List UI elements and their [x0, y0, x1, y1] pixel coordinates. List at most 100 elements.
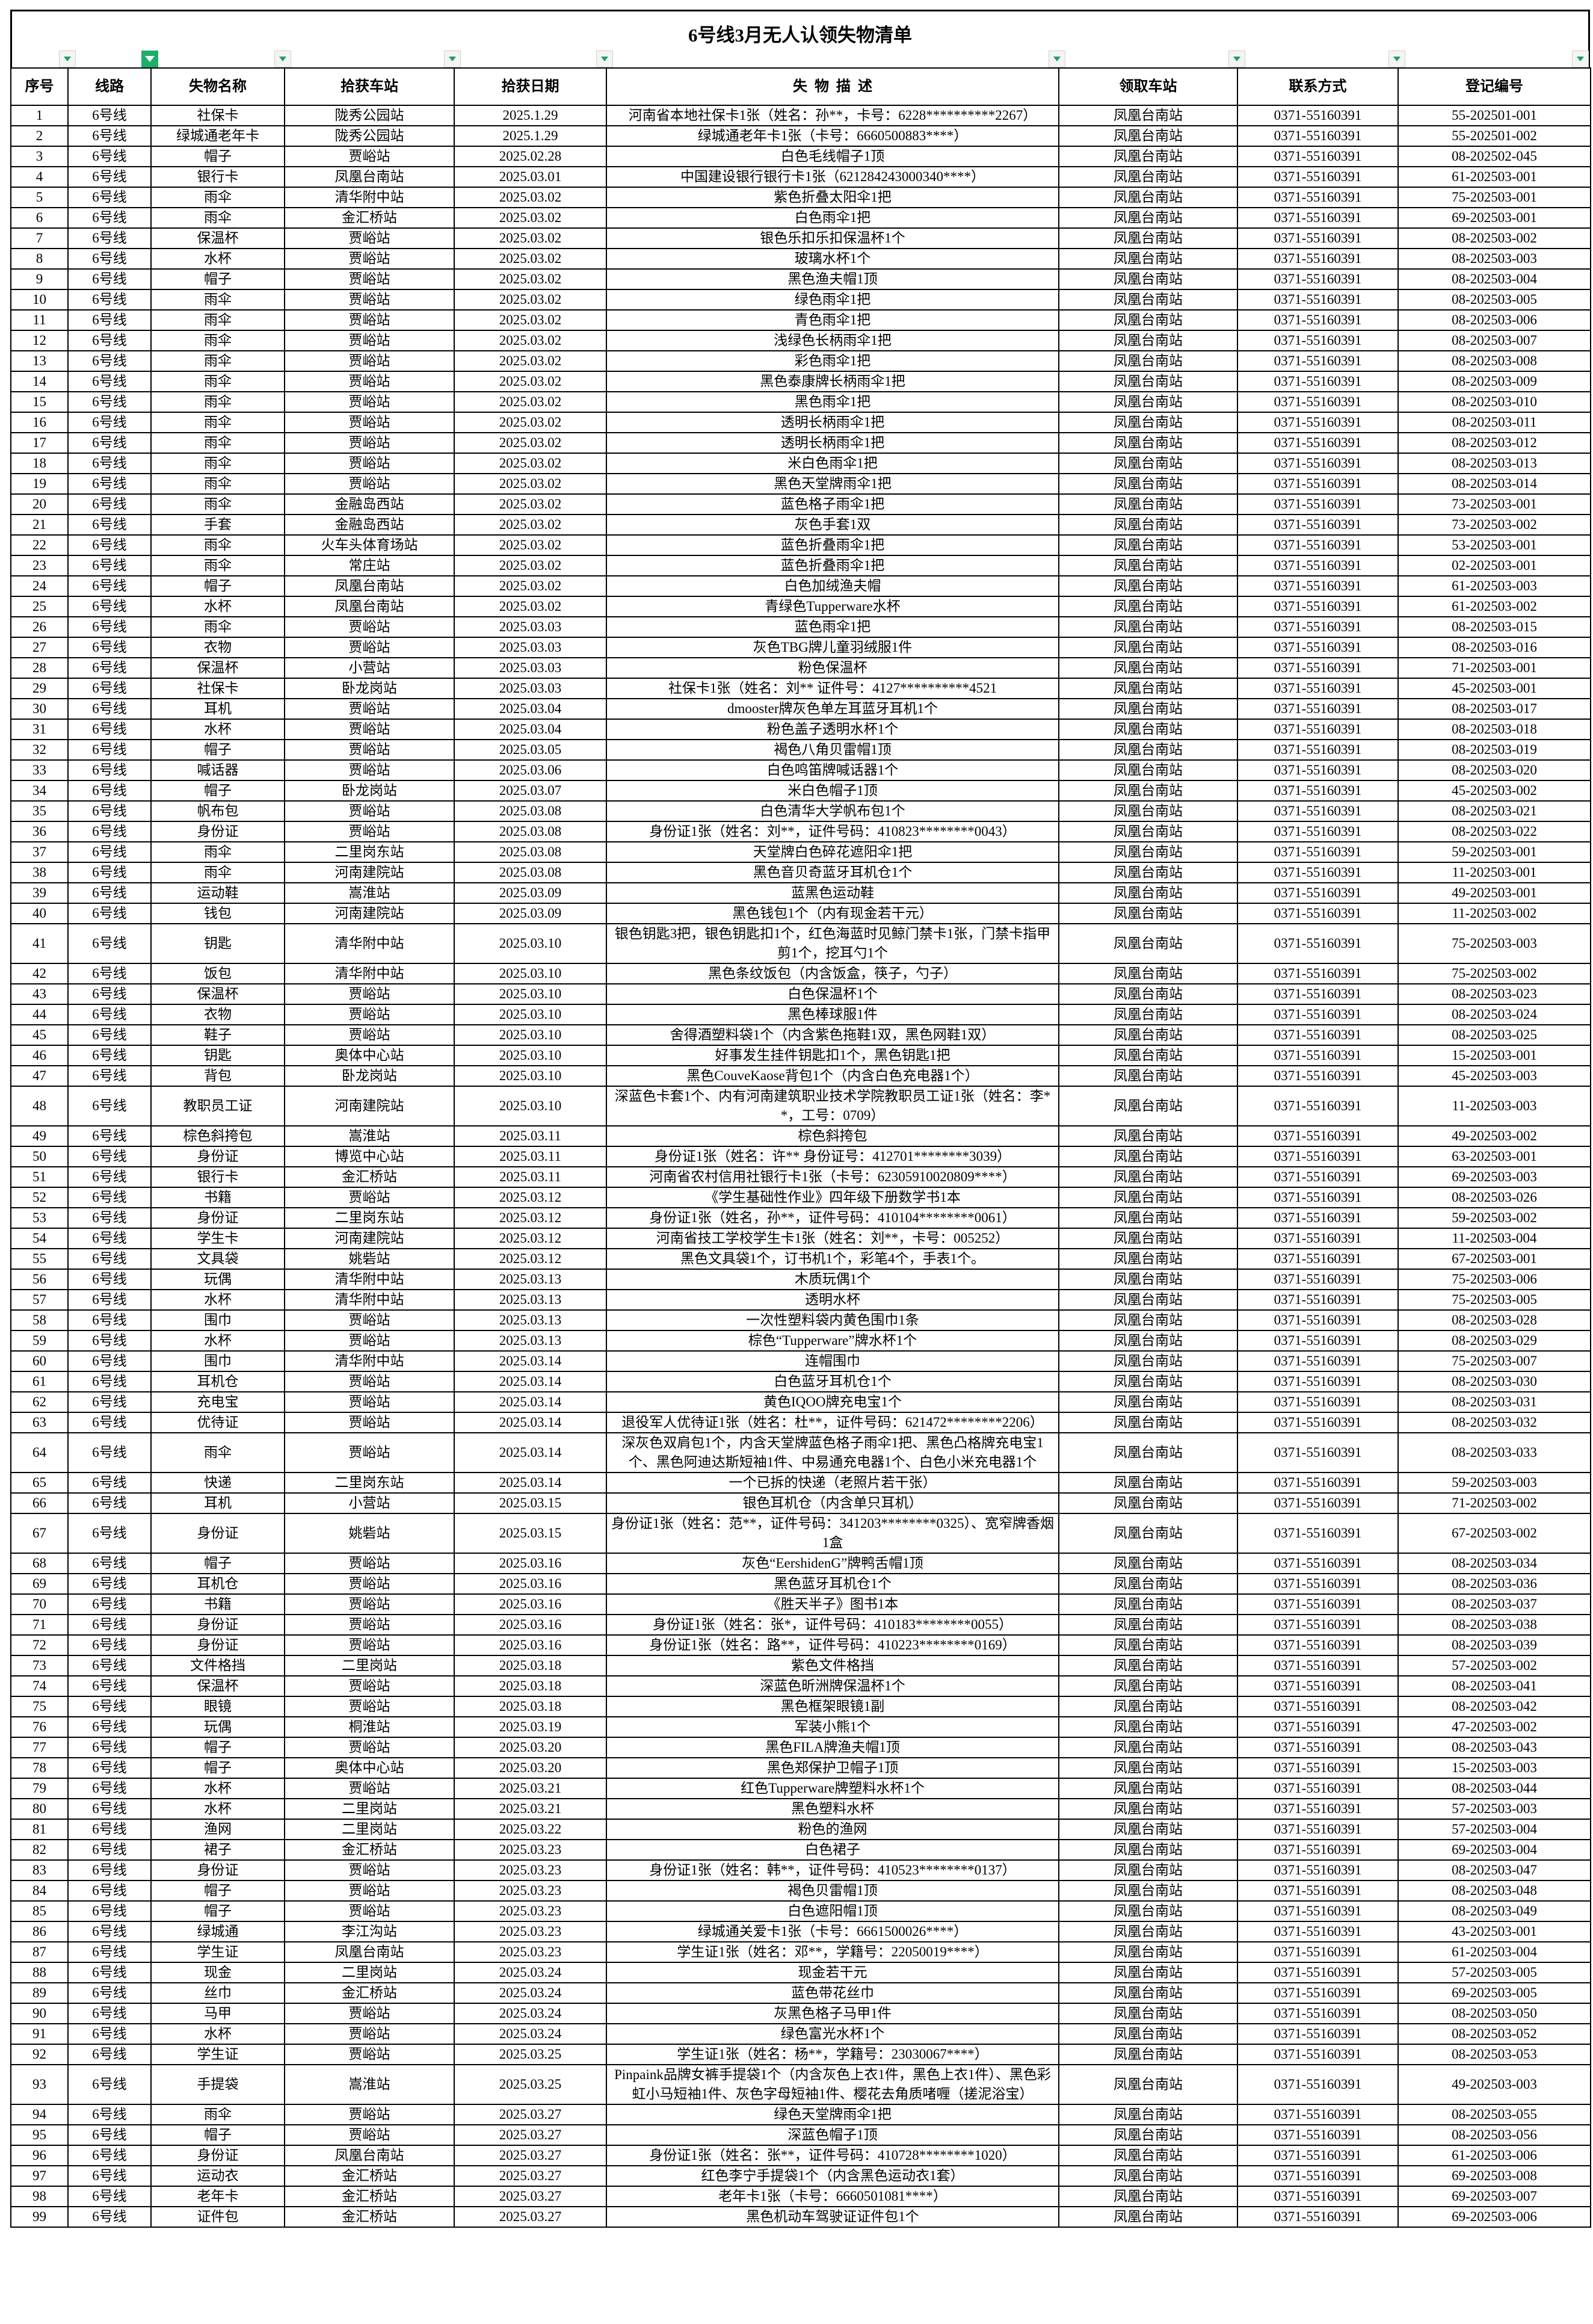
found-station-cell[interactable]: 贾峪站: [284, 268, 455, 290]
reg-code-cell[interactable]: 61-202503-003: [1397, 575, 1591, 597]
item-name-cell[interactable]: 雨伞: [150, 309, 285, 331]
description-cell[interactable]: 棕色“Tupperware”牌水杯1个: [606, 1330, 1059, 1352]
seq-cell[interactable]: 35: [10, 800, 69, 822]
found-date-cell[interactable]: 2025.03.23: [454, 1880, 607, 1902]
claim-station-cell[interactable]: 凤凰台南站: [1058, 983, 1238, 1005]
found-station-cell[interactable]: 贾峪站: [284, 616, 455, 638]
found-station-cell[interactable]: 贾峪站: [284, 1614, 455, 1636]
claim-station-cell[interactable]: 凤凰台南站: [1058, 719, 1238, 740]
reg-code-cell[interactable]: 55-202501-002: [1397, 125, 1591, 147]
item-name-cell[interactable]: 耳机: [150, 1492, 285, 1514]
item-name-cell[interactable]: 雨伞: [150, 841, 285, 863]
found-station-cell[interactable]: 贾峪站: [284, 1880, 455, 1902]
found-station-cell[interactable]: 贾峪站: [284, 1696, 455, 1717]
contact-cell[interactable]: 0371-55160391: [1237, 453, 1399, 474]
line-cell[interactable]: 6号线: [67, 2044, 152, 2065]
line-cell[interactable]: 6号线: [67, 2023, 152, 2045]
reg-code-cell[interactable]: 08-202503-011: [1397, 412, 1591, 433]
contact-cell[interactable]: 0371-55160391: [1237, 800, 1399, 822]
contact-cell[interactable]: 0371-55160391: [1237, 1024, 1399, 1046]
item-name-cell[interactable]: 喊话器: [150, 759, 285, 781]
seq-cell[interactable]: 67: [10, 1513, 69, 1554]
reg-code-cell[interactable]: 08-202503-053: [1397, 2044, 1591, 2065]
claim-station-cell[interactable]: 凤凰台南站: [1058, 514, 1238, 536]
description-cell[interactable]: 天堂牌白色碎花遮阳伞1把: [606, 841, 1059, 863]
item-name-cell[interactable]: 现金: [150, 1962, 285, 1983]
description-cell[interactable]: 黑色蓝牙耳机仓1个: [606, 1573, 1059, 1595]
line-cell[interactable]: 6号线: [67, 1962, 152, 1983]
claim-station-cell[interactable]: 凤凰台南站: [1058, 1269, 1238, 1290]
description-cell[interactable]: 黑色郑保护卫帽子1顶: [606, 1757, 1059, 1779]
description-cell[interactable]: 蓝色雨伞1把: [606, 616, 1059, 638]
found-station-cell[interactable]: 博览中心站: [284, 1146, 455, 1167]
contact-cell[interactable]: 0371-55160391: [1237, 575, 1399, 597]
seq-cell[interactable]: 98: [10, 2186, 69, 2207]
reg-code-cell[interactable]: 08-202503-024: [1397, 1004, 1591, 1025]
description-cell[interactable]: 黑色泰康牌长柄雨伞1把: [606, 371, 1059, 392]
contact-cell[interactable]: 0371-55160391: [1237, 1269, 1399, 1290]
description-cell[interactable]: 蓝色折叠雨伞1把: [606, 534, 1059, 556]
contact-cell[interactable]: 0371-55160391: [1237, 1207, 1399, 1229]
found-date-cell[interactable]: 2025.03.12: [454, 1187, 607, 1208]
description-cell[interactable]: 透明水杯: [606, 1289, 1059, 1311]
found-date-cell[interactable]: 2025.03.08: [454, 800, 607, 822]
contact-cell[interactable]: 0371-55160391: [1237, 963, 1399, 984]
found-date-cell[interactable]: 2025.03.16: [454, 1634, 607, 1656]
contact-cell[interactable]: 0371-55160391: [1237, 616, 1399, 638]
seq-cell[interactable]: 3: [10, 146, 69, 167]
line-cell[interactable]: 6号线: [67, 2206, 152, 2228]
claim-station-cell[interactable]: 凤凰台南站: [1058, 1187, 1238, 1208]
claim-station-cell[interactable]: 凤凰台南站: [1058, 2104, 1238, 2125]
seq-cell[interactable]: 71: [10, 1614, 69, 1636]
description-cell[interactable]: 身份证1张（姓名：范**，证件号码：341203********0325）、宽窄…: [606, 1513, 1059, 1554]
claim-station-cell[interactable]: 凤凰台南站: [1058, 2165, 1238, 2187]
item-name-cell[interactable]: 裙子: [150, 1839, 285, 1861]
item-name-cell[interactable]: 帽子: [150, 268, 285, 290]
seq-cell[interactable]: 62: [10, 1391, 69, 1413]
reg-code-cell[interactable]: 08-202503-039: [1397, 1634, 1591, 1656]
found-station-cell[interactable]: 贾峪站: [284, 1859, 455, 1881]
description-cell[interactable]: 绿色天堂牌雨伞1把: [606, 2104, 1059, 2125]
claim-station-cell[interactable]: 凤凰台南站: [1058, 125, 1238, 147]
contact-cell[interactable]: 0371-55160391: [1237, 493, 1399, 515]
line-cell[interactable]: 6号线: [67, 1839, 152, 1861]
found-date-cell[interactable]: 2025.03.14: [454, 1472, 607, 1494]
found-date-cell[interactable]: 2025.03.24: [454, 1982, 607, 2004]
found-date-cell[interactable]: 2025.03.02: [454, 575, 607, 597]
line-cell[interactable]: 6号线: [67, 534, 152, 556]
filter-dropdown-button[interactable]: [1572, 51, 1589, 67]
found-station-cell[interactable]: 贾峪站: [284, 289, 455, 311]
item-name-cell[interactable]: 围巾: [150, 1350, 285, 1372]
reg-code-cell[interactable]: 45-202503-001: [1397, 678, 1591, 699]
reg-code-cell[interactable]: 15-202503-003: [1397, 1757, 1591, 1779]
seq-cell[interactable]: 57: [10, 1289, 69, 1311]
line-cell[interactable]: 6号线: [67, 2165, 152, 2187]
found-station-cell[interactable]: 二里岗东站: [284, 841, 455, 863]
item-name-cell[interactable]: 保温杯: [150, 1675, 285, 1697]
description-cell[interactable]: 老年卡1张（卡号：6660501081****）: [606, 2186, 1059, 2207]
found-station-cell[interactable]: 贾峪站: [284, 227, 455, 249]
claim-station-cell[interactable]: 凤凰台南站: [1058, 268, 1238, 290]
seq-cell[interactable]: 28: [10, 657, 69, 679]
contact-cell[interactable]: 0371-55160391: [1237, 1166, 1399, 1188]
seq-cell[interactable]: 7: [10, 227, 69, 249]
found-date-cell[interactable]: 2025.03.02: [454, 534, 607, 556]
line-cell[interactable]: 6号线: [67, 412, 152, 433]
line-cell[interactable]: 6号线: [67, 1391, 152, 1413]
contact-cell[interactable]: 0371-55160391: [1237, 268, 1399, 290]
item-name-cell[interactable]: 银行卡: [150, 1166, 285, 1188]
item-name-cell[interactable]: 雨伞: [150, 207, 285, 229]
found-station-cell[interactable]: 姚砦站: [284, 1513, 455, 1554]
found-station-cell[interactable]: 贾峪站: [284, 800, 455, 822]
claim-station-cell[interactable]: 凤凰台南站: [1058, 473, 1238, 495]
seq-cell[interactable]: 93: [10, 2064, 69, 2105]
item-name-cell[interactable]: 证件包: [150, 2206, 285, 2228]
description-cell[interactable]: 一个已拆的快递（老照片若干张）: [606, 1472, 1059, 1494]
reg-code-cell[interactable]: 08-202503-029: [1397, 1330, 1591, 1352]
reg-code-cell[interactable]: 73-202503-002: [1397, 514, 1591, 536]
claim-station-cell[interactable]: 凤凰台南站: [1058, 350, 1238, 372]
claim-station-cell[interactable]: 凤凰台南站: [1058, 1024, 1238, 1046]
item-name-cell[interactable]: 背包: [150, 1065, 285, 1087]
claim-station-cell[interactable]: 凤凰台南站: [1058, 739, 1238, 761]
contact-cell[interactable]: 0371-55160391: [1237, 248, 1399, 270]
